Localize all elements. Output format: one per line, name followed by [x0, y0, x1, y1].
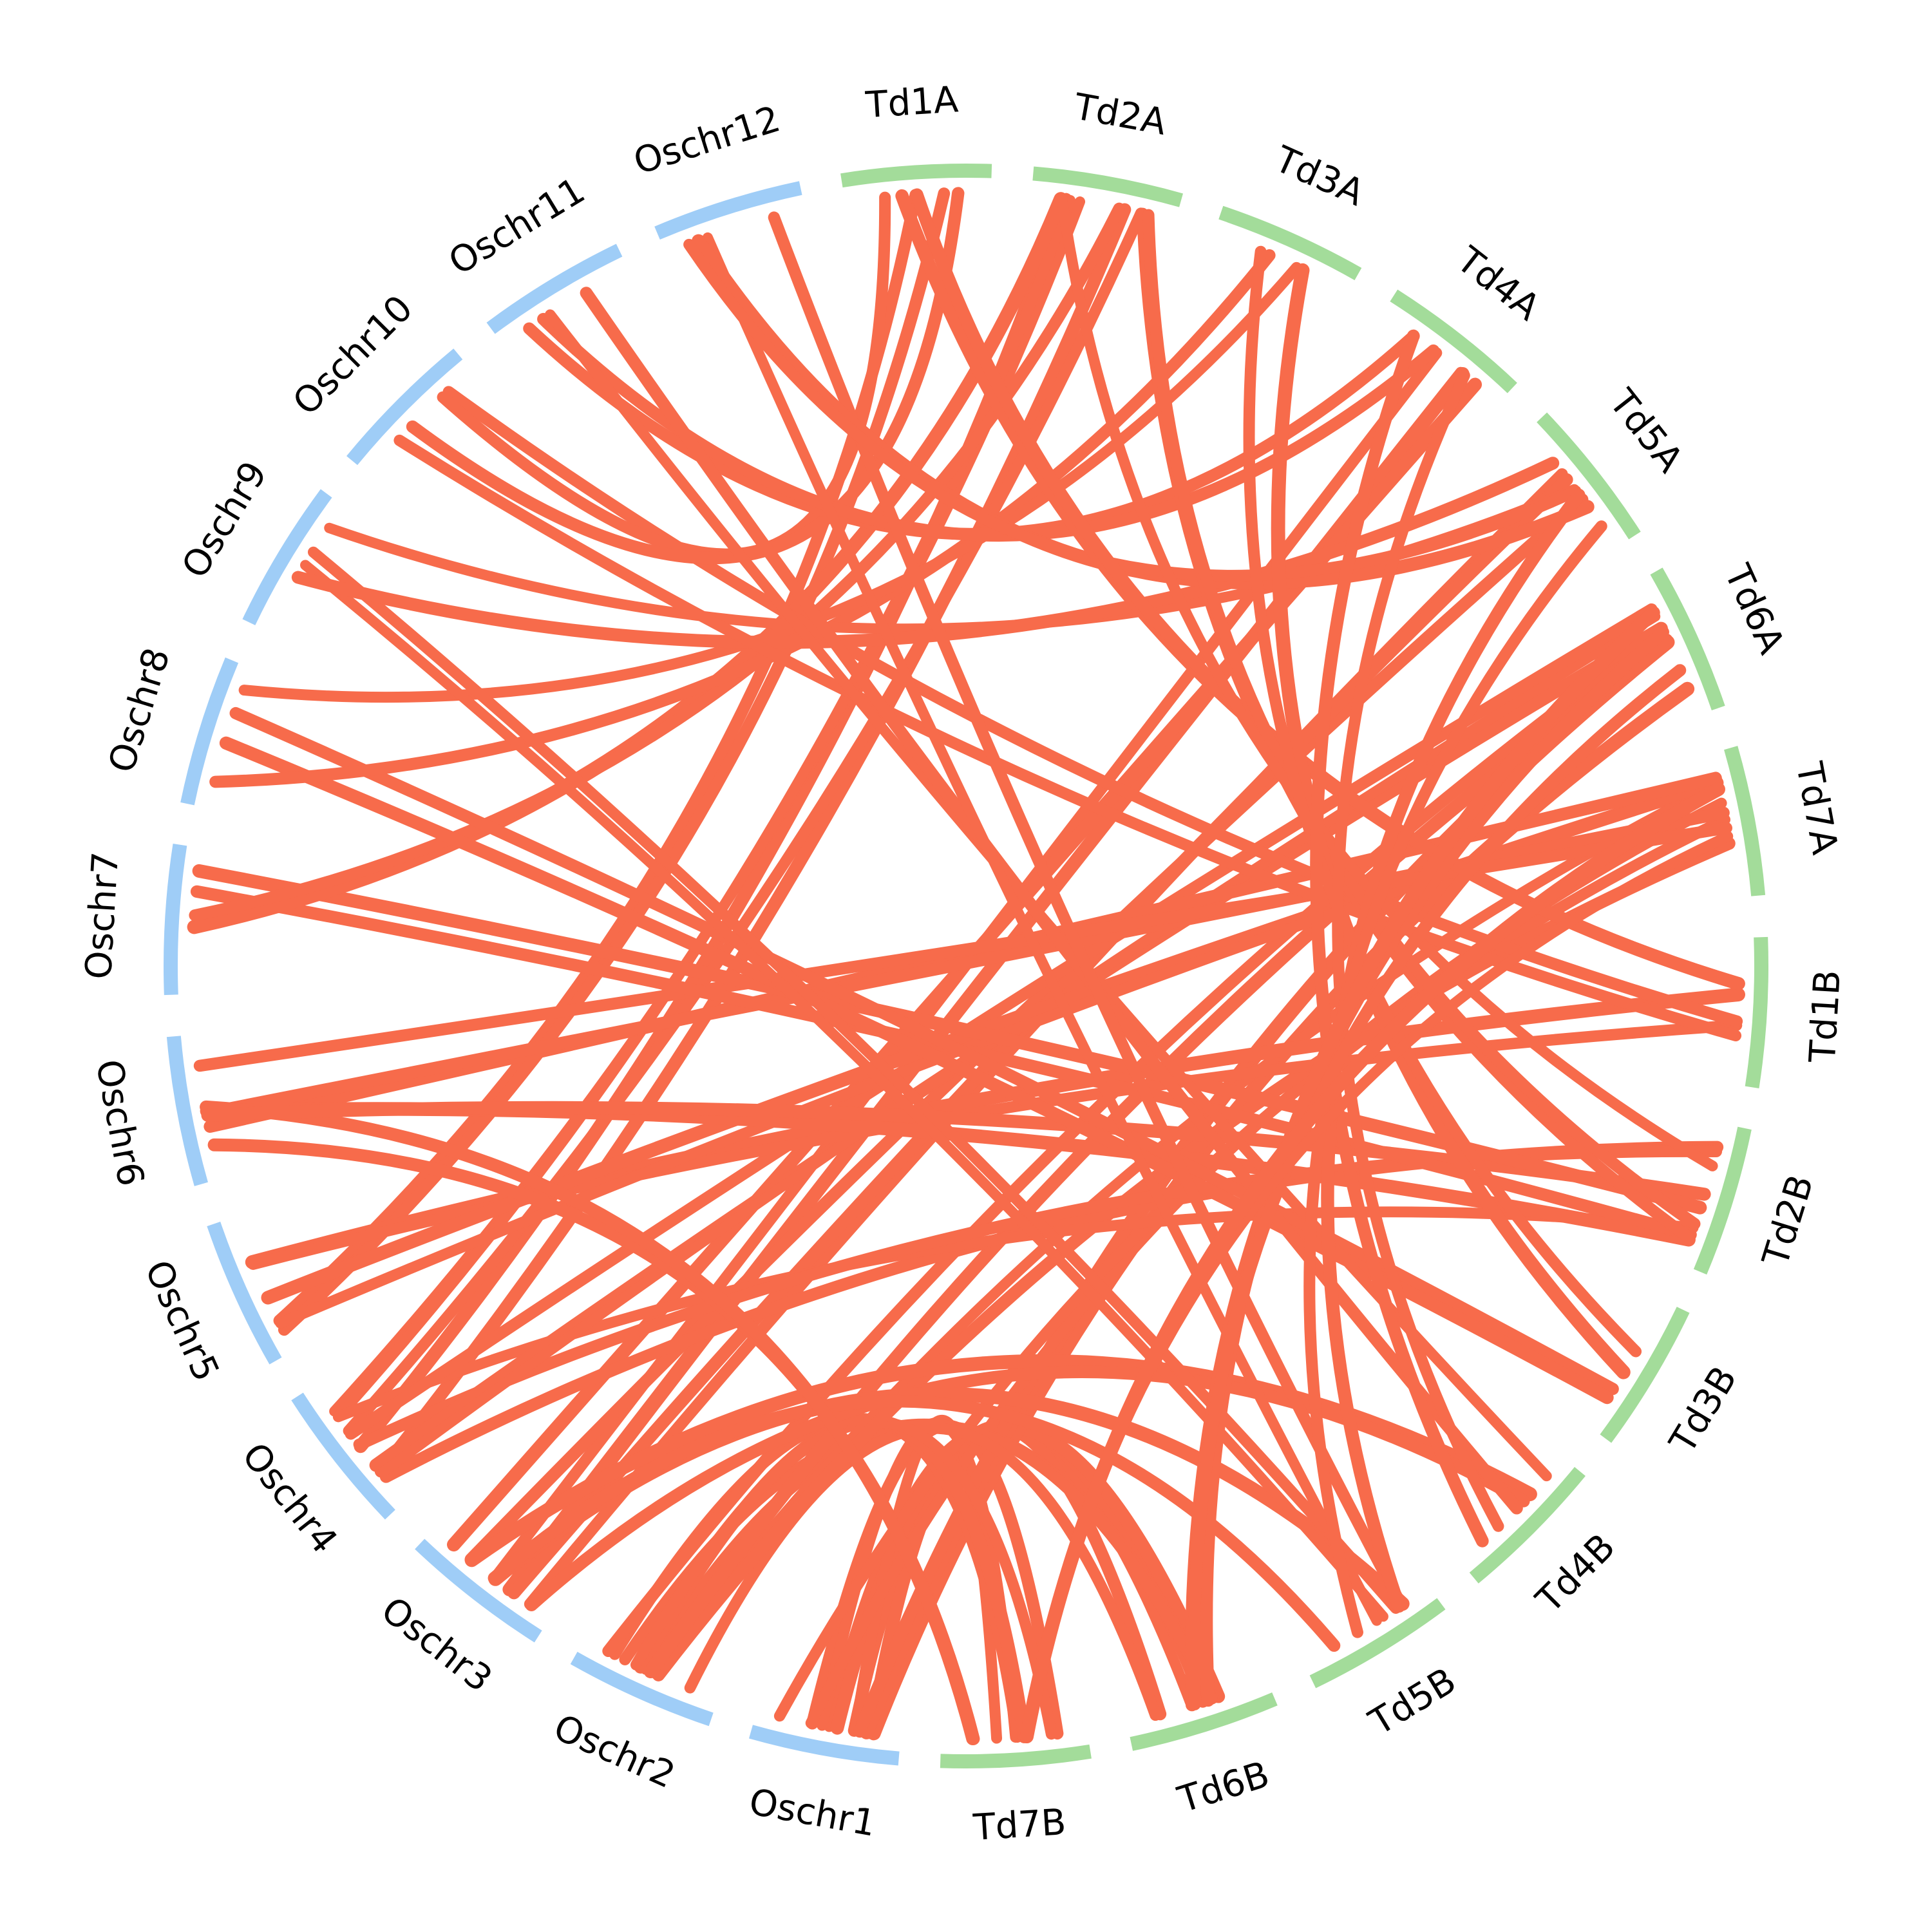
chromosome-label-td2a: Td2A: [1070, 86, 1170, 144]
chromosome-label-td3b: Td3B: [1662, 1359, 1745, 1461]
chromosome-arc-td4b: [1469, 1466, 1586, 1584]
chromosome-arcs: [164, 164, 1768, 1768]
chromosome-label-td6b: Td6B: [1173, 1754, 1274, 1821]
chromosome-arc-td1a: [840, 164, 992, 188]
synteny-link-td4a-td4b: [1310, 329, 1489, 1548]
synteny-link-oschr6-td7a: [193, 822, 1732, 1072]
chromosome-label-oschr1: Oschr1: [746, 1781, 879, 1845]
synteny-link-oschr2-td7a: [652, 837, 1736, 1681]
chromosome-arc-td3b: [1600, 1307, 1690, 1443]
chromosome-arc-oschr6: [166, 1036, 208, 1186]
synteny-link-oschr9-td5b: [307, 546, 1401, 1614]
chromosome-label-oschr4: Oschr4: [234, 1435, 346, 1561]
synteny-link-td6a-td6b: [1199, 605, 1660, 1707]
chromosome-label-td7a: Td7A: [1788, 759, 1846, 858]
synteny-link-oschr6-td7a: [201, 806, 1730, 1119]
synteny-link-oschr3-td5b: [488, 1394, 1341, 1652]
synteny-link-oschr3-td4b: [525, 1365, 1530, 1612]
chromosome-arc-oschr4: [291, 1392, 395, 1520]
synteny-link-td7a-td7b: [1019, 782, 1725, 1744]
chromosome-arc-td3a: [1218, 205, 1362, 281]
chromosome-arc-oschr2: [570, 1651, 714, 1727]
synteny-link-oschr2-td7b: [630, 1416, 1057, 1740]
chromosome-label-oschr7: Oschr7: [78, 851, 127, 981]
chromosome-arc-oschr8: [180, 657, 239, 806]
chromosome-arc-td1b: [1745, 936, 1768, 1088]
chromosome-label-td1b: Td1B: [1802, 969, 1849, 1064]
chromosome-arc-td7a: [1724, 746, 1766, 896]
chromosome-label-td5a: Td5A: [1600, 381, 1691, 480]
chromosome-arc-td2a: [1032, 166, 1184, 207]
chromosome-label-oschr6: Oschr6: [88, 1056, 152, 1189]
chromosome-arc-oschr12: [654, 181, 802, 240]
chromosome-label-oschr5: Oschr5: [137, 1254, 227, 1387]
synteny-link-oschr4-td2a: [333, 194, 1076, 1423]
chromosome-label-oschr3: Oschr3: [374, 1589, 500, 1700]
chromosome-arc-td5a: [1537, 412, 1641, 540]
chromosome-label-td7b: Td7B: [972, 1801, 1068, 1849]
synteny-link-oschr12-td5b: [702, 232, 1382, 1626]
chromosome-label-oschr12: Oschr12: [629, 98, 785, 183]
chromosome-arc-oschr9: [242, 489, 332, 625]
synteny-link-oschr9-td5b: [300, 560, 1388, 1622]
synteny-link-td2a-td2b: [1056, 193, 1718, 1171]
chromosome-label-td6a: Td6A: [1716, 558, 1792, 660]
chromosome-arc-oschr7: [164, 844, 187, 996]
synteny-links: [187, 187, 1745, 1745]
synteny-link-oschr6-td7b: [200, 1100, 980, 1745]
chromosome-arc-oschr10: [346, 348, 463, 466]
synteny-link-oschr11-td4b: [580, 287, 1523, 1515]
synteny-link-oschr5-td1a: [278, 187, 951, 1336]
chromosome-label-oschr8: Oschr8: [100, 643, 178, 778]
synteny-link-oschr4-td2a: [343, 207, 1147, 1437]
chromosome-arc-td2b: [1693, 1126, 1752, 1275]
chromosome-label-td4b: Td4B: [1528, 1526, 1624, 1621]
chromosome-arc-td6a: [1650, 567, 1725, 711]
chromosome-arc-oschr3: [415, 1539, 542, 1643]
chromosome-arc-td7b: [940, 1744, 1092, 1768]
chromosome-label-oschr11: Oschr11: [442, 169, 592, 283]
synteny-link-oschr2-td6a: [602, 625, 1669, 1658]
chromosome-arc-oschr11: [486, 243, 623, 334]
synteny-link-oschr4-td6a: [345, 603, 1658, 1440]
synteny-link-td4a-td4b: [1332, 370, 1504, 1532]
chromosome-label-oschr2: Oschr2: [547, 1707, 681, 1797]
chromosome-label-td3a: Td3A: [1268, 138, 1370, 214]
chromosome-label-oschr9: Oschr9: [174, 455, 276, 585]
chromosome-arc-td4a: [1390, 289, 1517, 393]
synteny-link-oschr10-td1b: [393, 434, 1742, 1042]
synteny-link-oschr10-td1a: [406, 187, 965, 565]
chromosome-arc-oschr1: [748, 1725, 900, 1766]
chromosome-arc-td6b: [1130, 1692, 1278, 1751]
chromosome-label-td5b: Td5B: [1362, 1660, 1464, 1744]
synteny-link-oschr2-td6b: [684, 1423, 1161, 1721]
synteny-link-oschr8-td3b: [229, 706, 1619, 1396]
chromosome-label-td4a: Td4A: [1448, 238, 1548, 328]
chromosome-arc-oschr5: [207, 1221, 282, 1365]
chromosome-label-td2b: Td2B: [1754, 1170, 1822, 1272]
chromosome-arc-td5b: [1309, 1598, 1446, 1689]
synteny-link-oschr12-td5a: [683, 238, 1582, 582]
chromosome-label-td1a: Td1A: [864, 79, 959, 126]
synteny-link-oschr4-td2a: [374, 203, 1132, 1478]
